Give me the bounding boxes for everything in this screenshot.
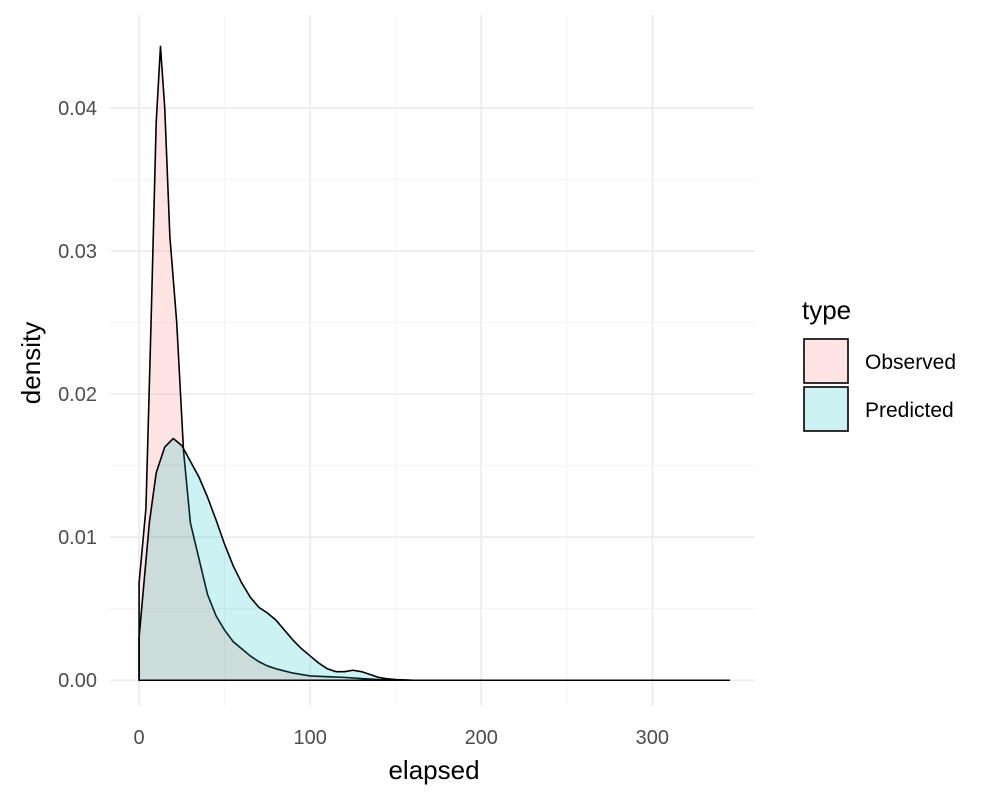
- x-axis-title: elapsed: [388, 755, 479, 785]
- y-axis-title: density: [16, 322, 46, 404]
- density-area-predicted: [138, 437, 731, 682]
- x-tick-label: 100: [293, 727, 326, 749]
- legend: type Observed Predicted: [802, 295, 956, 432]
- legend-label-observed: Observed: [865, 351, 956, 374]
- x-tick-labels: 0 100 200 300: [134, 727, 670, 749]
- y-tick-labels: 0.00 0.01 0.02 0.03 0.04: [58, 98, 97, 692]
- minor-grid: [110, 15, 755, 706]
- legend-items: Observed Predicted: [803, 338, 956, 432]
- legend-key-observed: [803, 338, 849, 384]
- y-tick-label: 0.00: [58, 670, 97, 692]
- x-tick-label: 300: [636, 727, 669, 749]
- x-tick-label: 0: [134, 727, 145, 749]
- y-tick-label: 0.01: [58, 527, 97, 549]
- legend-title: type: [802, 295, 851, 325]
- density-areas: [138, 45, 731, 682]
- legend-key-predicted: [803, 386, 849, 432]
- y-tick-label: 0.03: [58, 241, 97, 263]
- y-tick-label: 0.04: [58, 98, 97, 120]
- x-tick-label: 200: [465, 727, 498, 749]
- legend-label-predicted: Predicted: [865, 399, 954, 422]
- y-tick-label: 0.02: [58, 384, 97, 406]
